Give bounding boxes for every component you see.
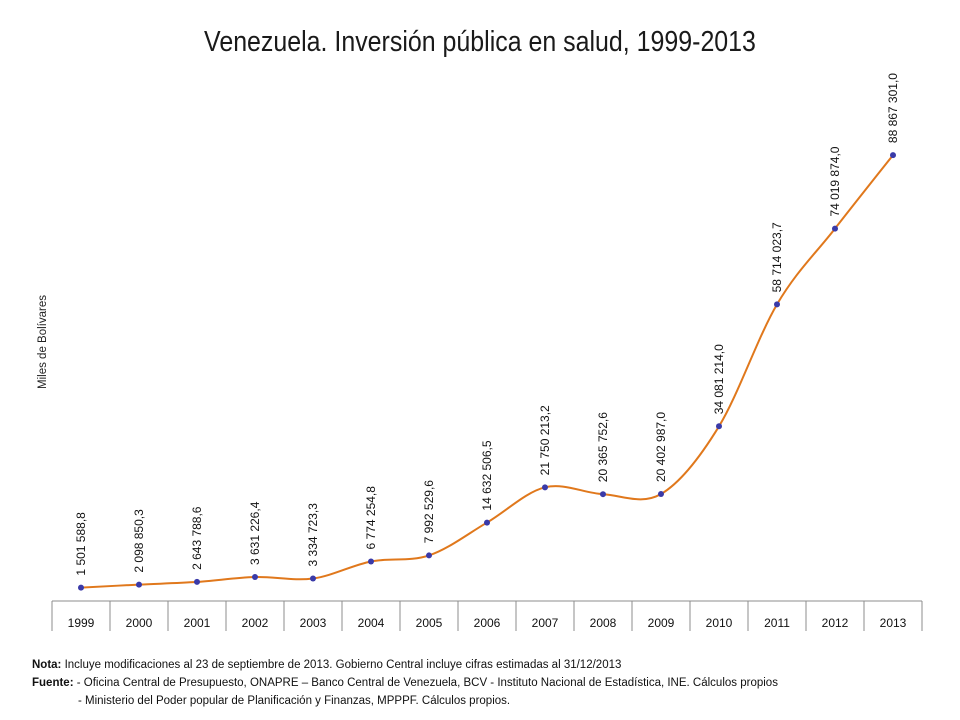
x-tick-label: 2000 xyxy=(126,616,153,630)
data-label: 6 774 254,8 xyxy=(364,486,378,550)
data-point xyxy=(484,519,490,526)
data-label: 74 019 874,0 xyxy=(828,146,842,216)
series-line xyxy=(80,154,894,589)
x-tick-label: 2011 xyxy=(764,616,790,630)
data-point xyxy=(136,581,142,588)
data-label: 3 631 226,4 xyxy=(248,501,262,565)
fuente-label: Fuente: xyxy=(32,677,74,689)
x-tick-label: 2007 xyxy=(532,616,559,630)
fuente-text-2: - Ministerio del Poder popular de Planif… xyxy=(78,695,511,707)
x-tick-label: 2009 xyxy=(648,616,675,630)
data-point xyxy=(194,578,200,585)
data-point xyxy=(890,152,896,159)
data-labels: 1 501 588,8 2 098 850,3 2 643 788,6 3 631 2… xyxy=(74,73,900,576)
nota-label: Nota: xyxy=(32,659,62,671)
source-line-2: - Ministerio del Poder popular de Planif… xyxy=(32,692,778,710)
data-label: 58 714 023,7 xyxy=(770,222,784,292)
nota-text: Incluye modificaciones al 23 de septiemb… xyxy=(61,659,622,671)
data-label: 2 098 850,3 xyxy=(132,509,146,573)
source-line-1: Fuente: - Oficina Central de Presupuesto… xyxy=(32,674,778,692)
data-point xyxy=(832,225,838,232)
footnotes: Nota: Incluye modificaciones al 23 de se… xyxy=(32,656,778,710)
x-tick-label: 1999 xyxy=(68,616,95,630)
data-point xyxy=(658,491,664,498)
x-tick-label: 2002 xyxy=(242,616,269,630)
data-label: 3 334 723,3 xyxy=(306,503,320,567)
x-axis: 1999 2000 2001 2002 2003 2004 2005 2006 2007 2008… xyxy=(51,600,923,631)
data-point xyxy=(78,584,84,591)
data-label: 34 081 214,0 xyxy=(712,344,726,414)
x-tick-label: 2004 xyxy=(358,616,385,630)
x-tick-label: 2010 xyxy=(706,616,733,630)
x-tick-label: 2013 xyxy=(880,616,907,630)
data-point xyxy=(252,574,258,581)
data-label: 20 402 987,0 xyxy=(654,412,668,482)
data-point xyxy=(716,423,722,430)
page-title: Venezuela. Inversión pública en salud, 1… xyxy=(204,26,756,58)
data-label: 88 867 301,0 xyxy=(886,73,900,143)
data-point xyxy=(774,301,780,308)
x-tick-label: 2008 xyxy=(590,616,617,630)
y-axis-title: Miles de Bolívares xyxy=(37,295,49,389)
x-tick-label: 2005 xyxy=(416,616,443,630)
data-label: 20 365 752,6 xyxy=(596,412,610,482)
x-tick-label: 2012 xyxy=(822,616,849,630)
data-label: 7 992 529,6 xyxy=(422,480,436,544)
x-tick-label: 2003 xyxy=(300,616,327,630)
data-point xyxy=(368,558,374,565)
data-label: 2 643 788,6 xyxy=(190,506,204,570)
data-label: 14 632 506,5 xyxy=(480,440,494,510)
data-point xyxy=(600,491,606,498)
x-tick-label: 2001 xyxy=(184,616,211,630)
data-label: 1 501 588,8 xyxy=(74,512,88,576)
x-tick-label: 2006 xyxy=(474,616,501,630)
series-line-group xyxy=(80,154,894,589)
data-point xyxy=(542,484,548,491)
fuente-text-1: - Oficina Central de Presupuesto, ONAPRE… xyxy=(73,677,778,689)
data-label: 21 750 213,2 xyxy=(538,405,552,475)
data-points xyxy=(78,152,896,591)
data-point xyxy=(426,552,432,559)
data-point xyxy=(310,575,316,582)
note-line: Nota: Incluye modificaciones al 23 de se… xyxy=(32,656,778,674)
